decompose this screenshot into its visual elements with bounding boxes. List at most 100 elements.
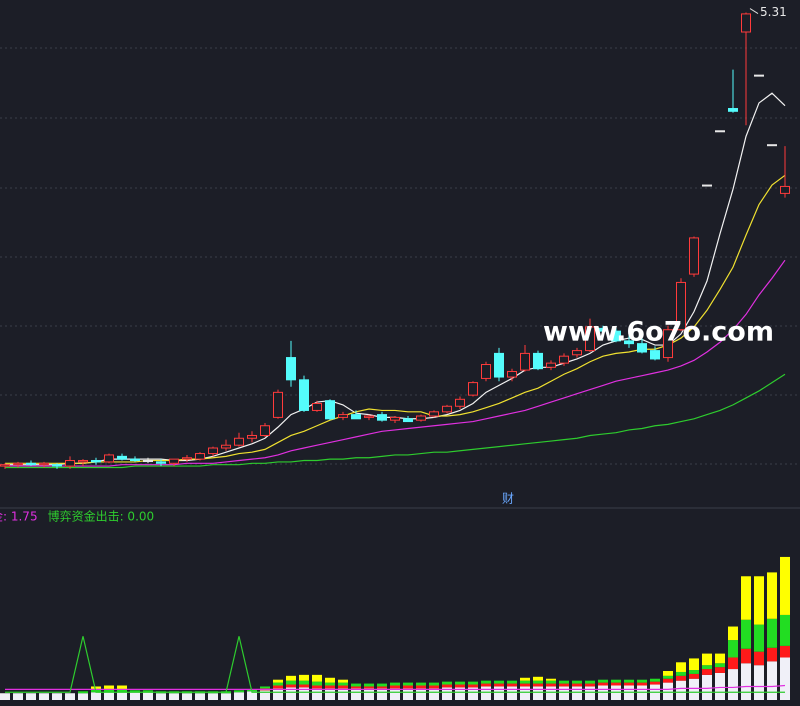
bar-segment [221,693,231,700]
candle-body [429,411,439,417]
bar-segment [611,682,621,686]
candle-body [0,464,10,467]
bar-segment [741,663,751,700]
bar-segment [364,688,374,700]
bar-segment [754,624,764,652]
indicator-label: 金: 1.75 [0,509,38,524]
bar-segment [325,685,335,689]
candle-body [533,352,543,370]
candle-body [377,414,387,421]
bar-segment [676,680,686,700]
annotation: 财 [502,492,514,506]
candle-body [559,355,569,364]
bar-segment [182,693,192,700]
bar-segment [208,693,218,700]
bar-segment [559,686,569,700]
bar-segment [325,677,335,683]
candle-body [299,379,309,411]
bar-segment [104,689,114,693]
bar-segment [728,640,738,658]
bar-segment [702,669,712,675]
bar-segment [611,679,621,683]
bar-segment [0,693,10,700]
bar-segment [598,682,608,686]
line [5,636,785,693]
bar-segment [364,686,374,689]
candle-body [585,326,595,352]
candle-body [247,434,257,439]
bar-segment [351,688,361,700]
bar-segment [260,690,270,700]
bar-segment [65,693,75,700]
watermark: www.6o7o.com [543,317,774,348]
bar-segment [689,670,699,674]
bar-segment [195,693,205,700]
bar-segment [689,673,699,679]
high-pointer [749,8,759,14]
candle-body [65,460,75,467]
bar-segment [715,663,725,668]
bar-segment [676,662,686,672]
bar-segment [286,684,296,688]
candle-body [546,362,556,368]
bar-segment [520,683,530,687]
bar-segment [767,661,777,700]
bar-segment [104,692,114,700]
bar-segment [26,693,36,700]
bar-segment [78,693,88,700]
bar-segment [117,689,127,693]
bar-segment [468,681,478,685]
bar-segment [494,683,504,687]
candle-body [39,462,49,466]
bar-segment [494,686,504,700]
bar-segment [780,645,790,658]
candle-body [624,340,634,345]
bar-segment [273,685,283,689]
candle-body [104,454,114,463]
bar-segment [546,680,556,684]
bar-segment [507,680,517,684]
bar-segment [767,572,777,619]
bar-segment [767,618,777,648]
bar-segment [429,688,439,700]
bar-segment [364,683,374,687]
candle-body [455,398,465,407]
bar-segment [624,682,634,686]
bar-segment [338,679,348,683]
bar-segment [455,684,465,688]
bar-segment [520,680,530,684]
bar-segment [741,619,751,649]
bar-segment [312,685,322,689]
candle-body [494,352,504,378]
line [5,684,786,690]
candle-body [442,405,452,413]
indicator-label: 博弈资金出击: 0.00 [48,509,155,524]
bar-segment [312,681,322,686]
candle-body [611,330,621,342]
bar-segment [52,693,62,700]
bar-segment [273,679,283,683]
bar-segment [390,688,400,700]
bar-segment [533,686,543,700]
bar-segment [702,674,712,700]
candle-body [260,425,270,436]
bar-segment [559,680,569,684]
bar-segment [663,675,673,679]
bar-segment [429,682,439,686]
bar-segment [780,614,790,646]
bar-segment [416,688,426,700]
bar-segment [676,671,686,676]
bar-segment [273,682,283,686]
bar-segment [507,686,517,700]
bar-segment [403,682,413,686]
indicator-panel: 金: 1.75 博弈资金出击: 0.00 [0,509,790,700]
candle-body [143,460,153,463]
candle-body [481,364,491,379]
bar-segment [689,658,699,671]
bar-segment [637,679,647,683]
candle-body [676,281,686,331]
candle-body [325,400,335,420]
bar-segment [650,678,660,682]
